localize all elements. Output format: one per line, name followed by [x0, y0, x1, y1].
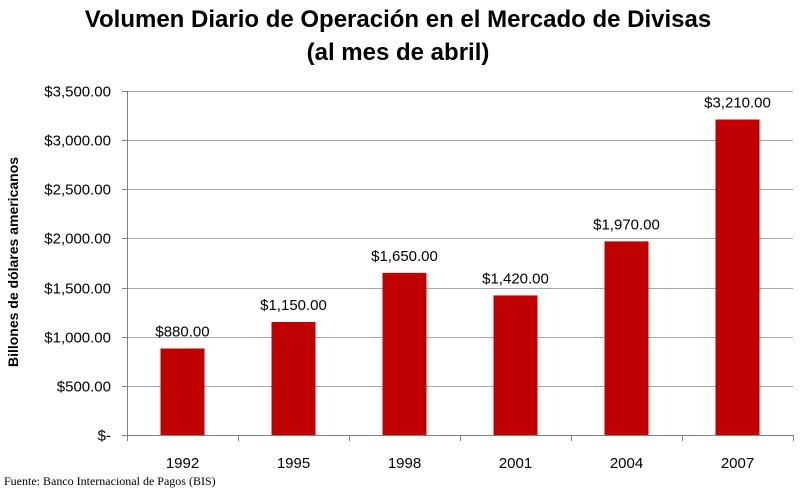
data-label-1992: $880.00	[155, 324, 209, 341]
chart-title-line-1: Volumen Diario de Operación en el Mercad…	[85, 6, 711, 33]
data-labels: $880.00 $1,150.00 $1,650.00 $1,420.00 $1,970…	[155, 95, 770, 341]
bar-2007	[715, 119, 760, 435]
y-tick-label: $500.00	[57, 379, 111, 396]
y-tick-label: $3,500.00	[44, 84, 111, 101]
bar-1992	[160, 348, 205, 435]
gridlines	[127, 91, 793, 387]
chart-title-line-2: (al mes de abril)	[307, 39, 490, 66]
bar-1995	[271, 321, 316, 435]
y-tick-label: $3,000.00	[44, 133, 111, 150]
x-tick-label-1992: 1992	[166, 455, 199, 472]
x-tick-label-2007: 2007	[721, 455, 754, 472]
bar-1998	[382, 272, 427, 435]
y-tick-label: $1,000.00	[44, 330, 111, 347]
data-label-1998: $1,650.00	[371, 248, 438, 265]
y-tick-label: $-	[98, 428, 111, 445]
y-axis-label: Billones de dólares americanos	[5, 157, 21, 367]
axes	[122, 91, 794, 441]
x-tick-labels: 1992 1995 1998 2001 2004 2007	[166, 455, 754, 472]
y-tick-labels: $- $500.00 $1,000.00 $1,500.00 $2,000.00 $2,5…	[44, 84, 111, 445]
data-label-2007: $3,210.00	[704, 95, 771, 112]
x-tick-label-2001: 2001	[499, 455, 532, 472]
bar-2001	[493, 295, 538, 435]
source-note: Fuente: Banco Internacional de Pagos (BI…	[4, 474, 216, 488]
data-label-2004: $1,970.00	[593, 216, 660, 233]
x-tick-label-1995: 1995	[277, 455, 310, 472]
y-tick-label: $2,500.00	[44, 182, 111, 199]
bar-2004	[604, 241, 649, 435]
bars	[160, 119, 760, 435]
data-label-1995: $1,150.00	[260, 297, 327, 314]
x-tick-label-1998: 1998	[388, 455, 421, 472]
y-tick-label: $1,500.00	[44, 281, 111, 298]
y-tick-label: $2,000.00	[44, 231, 111, 248]
x-tick-label-2004: 2004	[610, 455, 643, 472]
data-label-2001: $1,420.00	[482, 270, 549, 287]
